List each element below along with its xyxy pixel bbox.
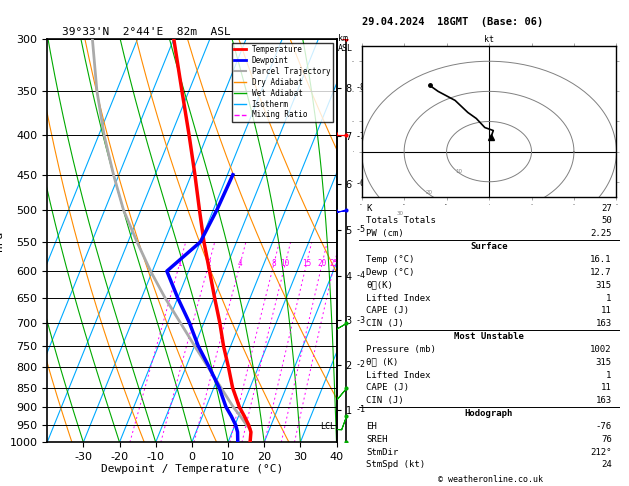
Y-axis label: hPa: hPa — [0, 230, 4, 251]
Text: -6: -6 — [356, 179, 365, 188]
Text: StmDir: StmDir — [366, 448, 399, 457]
Text: -7: -7 — [356, 132, 365, 140]
Text: © weatheronline.co.uk: © weatheronline.co.uk — [438, 474, 543, 484]
Text: 163: 163 — [596, 319, 612, 328]
Text: 1: 1 — [177, 259, 182, 268]
Text: Surface: Surface — [470, 242, 508, 251]
Text: EH: EH — [366, 422, 377, 431]
Text: 2.25: 2.25 — [590, 229, 612, 238]
Text: PW (cm): PW (cm) — [366, 229, 404, 238]
Text: 39°33'N  2°44'E  82m  ASL: 39°33'N 2°44'E 82m ASL — [62, 27, 230, 37]
Text: 212°: 212° — [590, 448, 612, 457]
Text: 20: 20 — [318, 259, 326, 268]
Text: Totals Totals: Totals Totals — [366, 216, 437, 226]
Text: 1002: 1002 — [590, 345, 612, 354]
Text: 11: 11 — [601, 383, 612, 392]
Text: -3: -3 — [356, 316, 365, 325]
Text: CIN (J): CIN (J) — [366, 319, 404, 328]
Text: 315: 315 — [596, 281, 612, 290]
Text: Dewp (°C): Dewp (°C) — [366, 268, 415, 277]
Legend: Temperature, Dewpoint, Parcel Trajectory, Dry Adiabat, Wet Adiabat, Isotherm, Mi: Temperature, Dewpoint, Parcel Trajectory… — [232, 43, 333, 122]
Text: -1: -1 — [356, 405, 365, 414]
Text: 29.04.2024  18GMT  (Base: 06): 29.04.2024 18GMT (Base: 06) — [362, 17, 543, 27]
Text: 30: 30 — [396, 211, 403, 216]
Text: CIN (J): CIN (J) — [366, 396, 404, 405]
Text: Hodograph: Hodograph — [465, 409, 513, 418]
Text: 10: 10 — [281, 259, 290, 268]
Text: 163: 163 — [596, 396, 612, 405]
Text: 4: 4 — [238, 259, 243, 268]
Text: 11: 11 — [601, 306, 612, 315]
Text: 1: 1 — [606, 371, 612, 380]
Text: LCL: LCL — [320, 422, 335, 432]
Text: 315: 315 — [596, 358, 612, 367]
Text: Lifted Index: Lifted Index — [366, 294, 431, 302]
Text: Lifted Index: Lifted Index — [366, 371, 431, 380]
Text: -5: -5 — [356, 225, 365, 234]
Text: K: K — [366, 204, 372, 212]
Text: 16.1: 16.1 — [590, 255, 612, 264]
Text: CAPE (J): CAPE (J) — [366, 306, 409, 315]
Text: Dewpoint / Temperature (°C): Dewpoint / Temperature (°C) — [101, 464, 283, 474]
Text: 8: 8 — [272, 259, 276, 268]
Text: 12.7: 12.7 — [590, 268, 612, 277]
Text: 25: 25 — [330, 259, 339, 268]
Text: 10: 10 — [456, 169, 463, 174]
Text: 50: 50 — [601, 216, 612, 226]
Text: Pressure (mb): Pressure (mb) — [366, 345, 437, 354]
Text: -2: -2 — [356, 361, 365, 369]
Text: 2: 2 — [206, 259, 211, 268]
Text: 76: 76 — [601, 435, 612, 444]
Text: 24: 24 — [601, 461, 612, 469]
Text: Temp (°C): Temp (°C) — [366, 255, 415, 264]
Text: 27: 27 — [601, 204, 612, 212]
Text: θᴄ (K): θᴄ (K) — [366, 358, 399, 367]
Text: 20: 20 — [426, 190, 433, 195]
Text: km
ASL: km ASL — [338, 34, 353, 53]
Text: SREH: SREH — [366, 435, 388, 444]
Text: -76: -76 — [596, 422, 612, 431]
Text: -8: -8 — [356, 83, 365, 92]
Text: 1: 1 — [606, 294, 612, 302]
Text: CAPE (J): CAPE (J) — [366, 383, 409, 392]
Text: 15: 15 — [302, 259, 311, 268]
Text: -4: -4 — [356, 271, 365, 280]
Text: Most Unstable: Most Unstable — [454, 332, 524, 341]
Text: StmSpd (kt): StmSpd (kt) — [366, 461, 425, 469]
Text: θᴄ(K): θᴄ(K) — [366, 281, 393, 290]
X-axis label: kt: kt — [484, 35, 494, 44]
